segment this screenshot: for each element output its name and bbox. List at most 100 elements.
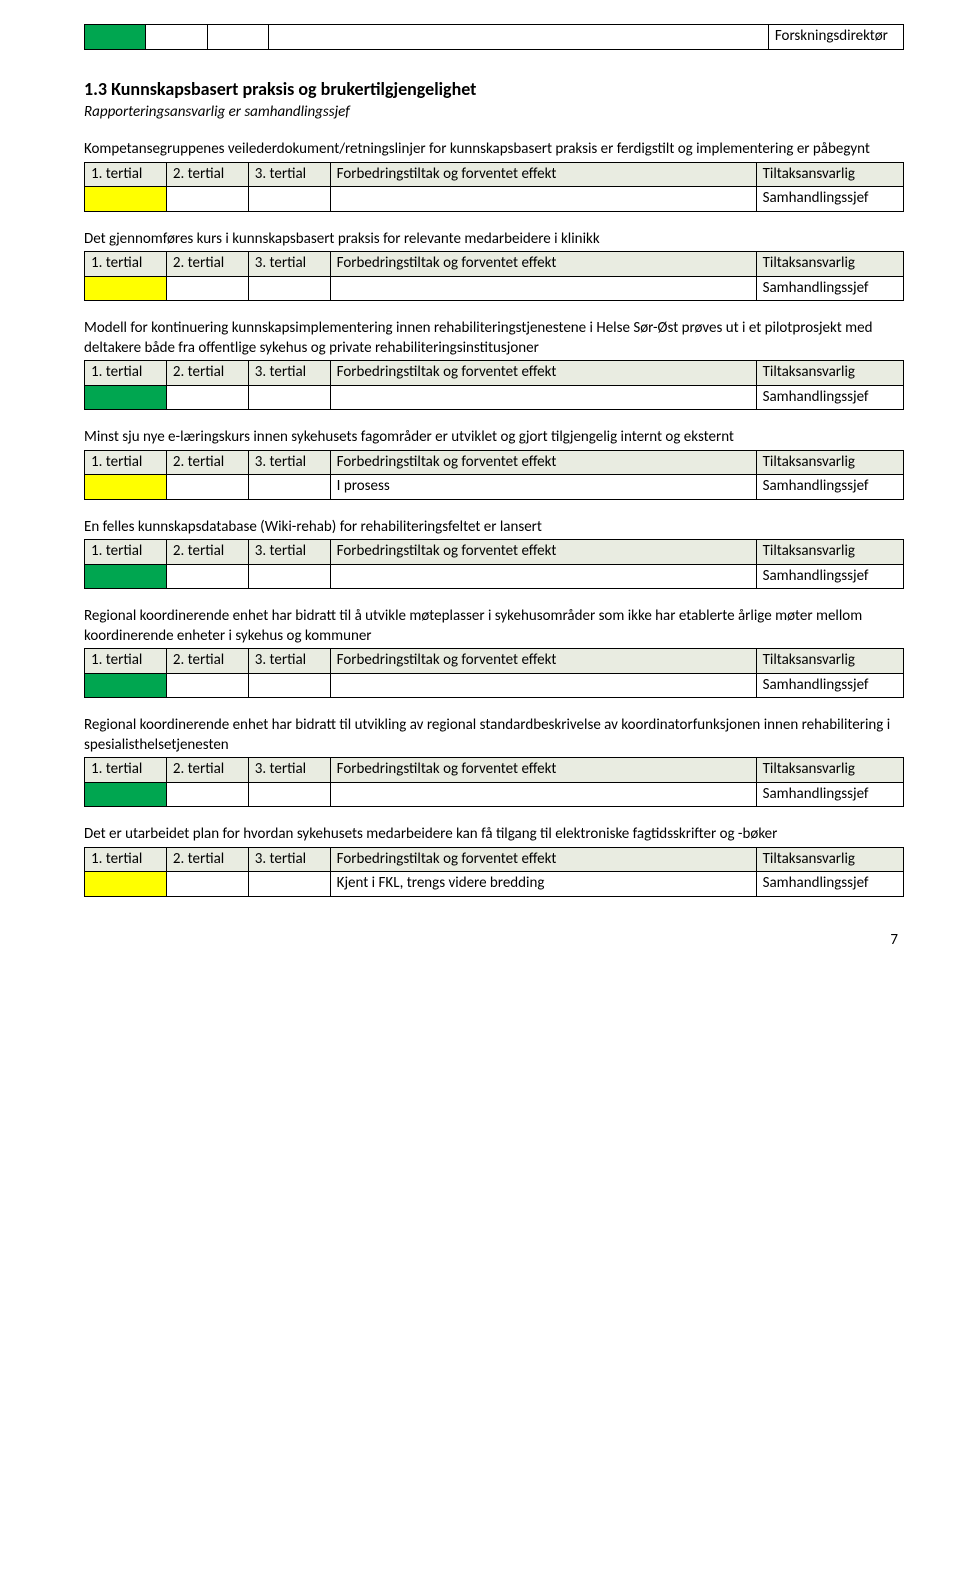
table-header-cell: 3. tertial xyxy=(248,450,330,475)
table-header-cell: Forbedringstiltak og forventet effekt xyxy=(330,758,756,783)
table-header-cell: Tiltaksansvarlig xyxy=(756,252,903,277)
table-header-cell: 3. tertial xyxy=(248,847,330,872)
table-cell xyxy=(330,276,756,301)
table-header-cell: 3. tertial xyxy=(248,649,330,674)
table-header-cell: Forbedringstiltak og forventet effekt xyxy=(330,162,756,187)
section-subline: Rapporteringsansvarlig er samhandlingssj… xyxy=(84,103,904,123)
table-header-cell: Tiltaksansvarlig xyxy=(756,450,903,475)
table-header-cell: 2. tertial xyxy=(166,758,248,783)
table-header-cell: 2. tertial xyxy=(166,252,248,277)
table-cell xyxy=(330,782,756,807)
table-header-cell: 2. tertial xyxy=(166,361,248,386)
table-cell xyxy=(85,564,167,589)
status-table: 1. tertial2. tertial3. tertialForbedring… xyxy=(84,757,904,807)
table-header-cell: Forbedringstiltak og forventet effekt xyxy=(330,649,756,674)
table-cell: I prosess xyxy=(330,475,756,500)
table-cell xyxy=(248,673,330,698)
table-header-cell: Tiltaksansvarlig xyxy=(756,847,903,872)
status-table: 1. tertial2. tertial3. tertialForbedring… xyxy=(84,847,904,897)
top-cell-4: Forskningsdirektør xyxy=(768,25,903,50)
top-cell-0 xyxy=(85,25,146,50)
table-cell xyxy=(166,276,248,301)
table-cell xyxy=(166,187,248,212)
block-intro: Det gjennomføres kurs i kunnskapsbasert … xyxy=(84,230,904,250)
table-header-cell: 3. tertial xyxy=(248,758,330,783)
block-intro: Regional koordinerende enhet har bidratt… xyxy=(84,716,904,755)
table-cell xyxy=(330,564,756,589)
table-header-cell: Forbedringstiltak og forventet effekt xyxy=(330,847,756,872)
table-cell: Samhandlingssjef xyxy=(756,782,903,807)
block-intro: Det er utarbeidet plan for hvordan sykeh… xyxy=(84,825,904,845)
table-cell xyxy=(166,872,248,897)
table-cell xyxy=(85,187,167,212)
table-header-cell: Forbedringstiltak og forventet effekt xyxy=(330,252,756,277)
table-header-cell: 1. tertial xyxy=(85,162,167,187)
table-cell: Samhandlingssjef xyxy=(756,564,903,589)
table-header-cell: Tiltaksansvarlig xyxy=(756,162,903,187)
status-table: 1. tertial2. tertial3. tertialForbedring… xyxy=(84,450,904,500)
table-header-cell: 1. tertial xyxy=(85,649,167,674)
table-cell: Samhandlingssjef xyxy=(756,385,903,410)
table-cell: Samhandlingssjef xyxy=(756,276,903,301)
table-header-cell: 1. tertial xyxy=(85,252,167,277)
table-cell xyxy=(248,872,330,897)
table-cell: Samhandlingssjef xyxy=(756,872,903,897)
table-header-cell: 1. tertial xyxy=(85,450,167,475)
table-cell xyxy=(85,276,167,301)
status-table: 1. tertial2. tertial3. tertialForbedring… xyxy=(84,539,904,589)
table-cell xyxy=(330,385,756,410)
block-intro: En felles kunnskapsdatabase (Wiki-rehab)… xyxy=(84,518,904,538)
table-header-cell: Tiltaksansvarlig xyxy=(756,758,903,783)
table-cell xyxy=(85,385,167,410)
table-cell xyxy=(248,187,330,212)
table-header-cell: 2. tertial xyxy=(166,649,248,674)
table-cell xyxy=(85,872,167,897)
page-number: 7 xyxy=(84,931,904,951)
table-header-cell: Forbedringstiltak og forventet effekt xyxy=(330,540,756,565)
table-header-cell: 3. tertial xyxy=(248,162,330,187)
table-cell xyxy=(166,782,248,807)
status-table: 1. tertial2. tertial3. tertialForbedring… xyxy=(84,360,904,410)
table-cell xyxy=(330,673,756,698)
status-table: 1. tertial2. tertial3. tertialForbedring… xyxy=(84,251,904,301)
table-cell: Samhandlingssjef xyxy=(756,475,903,500)
table-cell xyxy=(248,782,330,807)
table-header-cell: 1. tertial xyxy=(85,540,167,565)
table-cell xyxy=(166,385,248,410)
top-cell-3 xyxy=(269,25,769,50)
table-header-cell: 1. tertial xyxy=(85,758,167,783)
table-cell xyxy=(166,475,248,500)
block-intro: Minst sju nye e-læringskurs innen sykehu… xyxy=(84,428,904,448)
table-header-cell: Tiltaksansvarlig xyxy=(756,361,903,386)
table-cell: Samhandlingssjef xyxy=(756,673,903,698)
table-header-cell: 1. tertial xyxy=(85,361,167,386)
table-cell xyxy=(248,276,330,301)
table-cell xyxy=(166,564,248,589)
top-cell-1 xyxy=(146,25,207,50)
table-header-cell: Tiltaksansvarlig xyxy=(756,540,903,565)
table-cell xyxy=(85,673,167,698)
table-header-cell: Forbedringstiltak og forventet effekt xyxy=(330,450,756,475)
status-table: 1. tertial2. tertial3. tertialForbedring… xyxy=(84,648,904,698)
table-cell xyxy=(248,564,330,589)
block-intro: Kompetansegruppenes veilederdokument/ret… xyxy=(84,140,904,160)
section-heading: 1.3 Kunnskapsbasert praksis og brukertil… xyxy=(84,78,904,101)
table-header-cell: 1. tertial xyxy=(85,847,167,872)
table-header-cell: 2. tertial xyxy=(166,847,248,872)
table-header-cell: 3. tertial xyxy=(248,540,330,565)
table-header-cell: 2. tertial xyxy=(166,162,248,187)
blocks-container: Kompetansegruppenes veilederdokument/ret… xyxy=(84,140,904,897)
table-header-cell: Tiltaksansvarlig xyxy=(756,649,903,674)
table-cell xyxy=(248,385,330,410)
table-cell: Kjent i FKL, trengs videre bredding xyxy=(330,872,756,897)
table-header-cell: Forbedringstiltak og forventet effekt xyxy=(330,361,756,386)
block-intro: Regional koordinerende enhet har bidratt… xyxy=(84,607,904,646)
top-cell-2 xyxy=(207,25,268,50)
table-header-cell: 2. tertial xyxy=(166,450,248,475)
table-cell xyxy=(166,673,248,698)
table-header-cell: 2. tertial xyxy=(166,540,248,565)
table-header-cell: 3. tertial xyxy=(248,361,330,386)
table-header-cell: 3. tertial xyxy=(248,252,330,277)
block-intro: Modell for kontinuering kunnskapsimpleme… xyxy=(84,319,904,358)
table-cell xyxy=(85,782,167,807)
